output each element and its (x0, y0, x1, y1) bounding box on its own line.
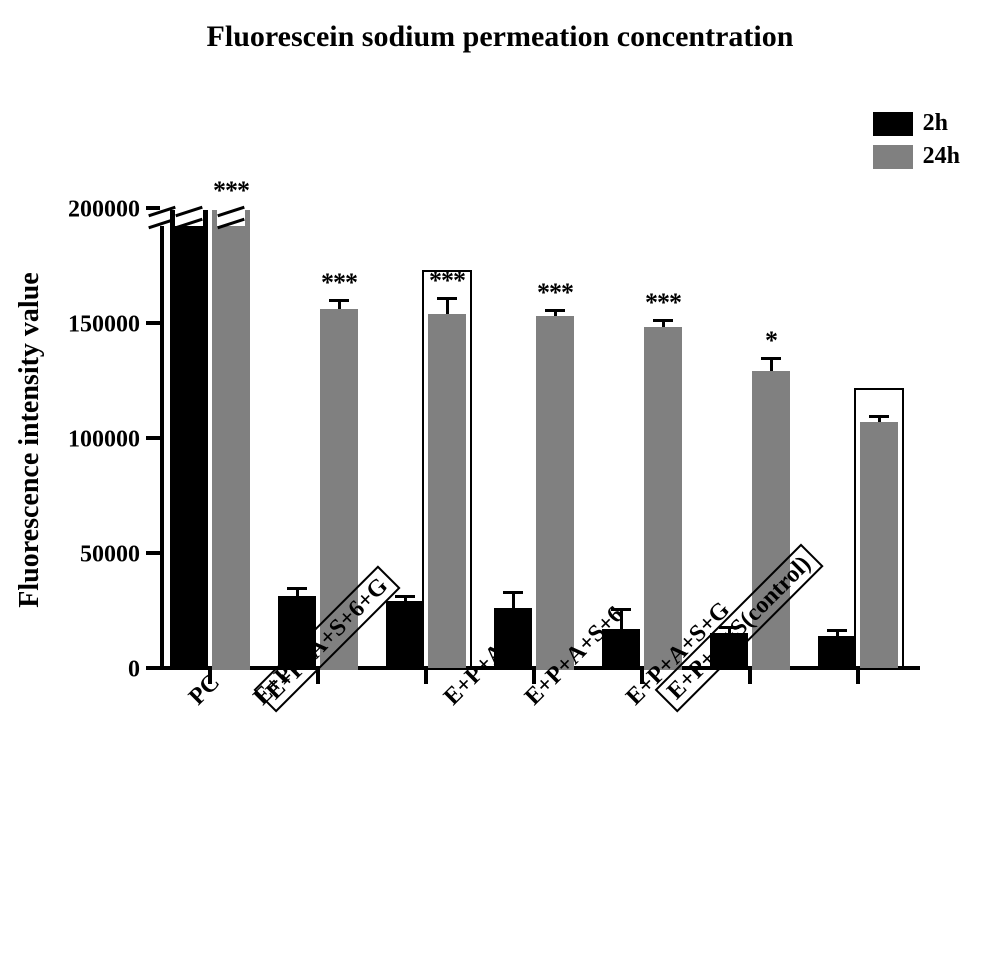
errorbar-cap (329, 299, 349, 302)
errorbar-stem (512, 594, 515, 608)
significance-label: * (765, 326, 777, 356)
errorbar-cap (395, 595, 415, 598)
legend-swatch-24h (873, 145, 913, 169)
errorbar-cap (761, 357, 781, 360)
legend: 2h 24h (873, 110, 960, 176)
bar-2h (386, 601, 424, 670)
significance-label: *** (645, 288, 681, 318)
errorbar-cap (653, 319, 673, 322)
significance-label: *** (429, 266, 465, 296)
y-tick-label: 200000 (68, 197, 140, 224)
errorbar-stem (296, 590, 299, 597)
x-tick (316, 670, 320, 684)
y-axis-label: Fluorescence intensity value (14, 272, 46, 607)
bar-2h (494, 608, 532, 670)
errorbar-stem (446, 300, 449, 314)
significance-label: *** (537, 278, 573, 308)
plot-area: 050000100000150000200000PC***E+P+A***E+P… (160, 210, 920, 670)
errorbar-cap (611, 608, 631, 611)
y-tick (146, 436, 160, 440)
errorbar-stem (620, 611, 623, 628)
bar-24h (536, 316, 574, 670)
x-tick (856, 670, 860, 684)
errorbar-stem (836, 632, 839, 635)
y-tick-label: 50000 (80, 542, 140, 569)
errorbar-stem (662, 322, 665, 328)
legend-label-2h: 2h (923, 110, 948, 137)
y-tick-label: 100000 (68, 427, 140, 454)
errorbar-cap (545, 309, 565, 312)
x-tick (424, 670, 428, 684)
errorbar-stem (554, 312, 557, 315)
errorbar-stem (770, 360, 773, 372)
bar-24h (644, 327, 682, 670)
chart-title: Fluorescein sodium permeation concentrat… (0, 20, 1000, 54)
legend-swatch-2h (873, 112, 913, 136)
y-tick-label: 150000 (68, 312, 140, 339)
legend-label-24h: 24h (923, 143, 960, 170)
significance-label: *** (213, 176, 249, 206)
bar-24h (860, 422, 898, 670)
errorbar-cap (827, 629, 847, 632)
errorbar-cap (503, 591, 523, 594)
bar-break (175, 204, 203, 232)
legend-item-24h: 24h (873, 143, 960, 170)
bar-2h (602, 629, 640, 670)
bar-break (217, 204, 245, 232)
significance-label: *** (321, 268, 357, 298)
y-tick (146, 666, 160, 670)
y-axis (160, 210, 164, 670)
x-tick (748, 670, 752, 684)
errorbar-cap (287, 587, 307, 590)
errorbar-cap (869, 415, 889, 418)
legend-item-2h: 2h (873, 110, 960, 137)
bar-2h (818, 636, 856, 671)
y-tick-label: 0 (128, 657, 140, 684)
y-tick (146, 551, 160, 555)
errorbar-stem (404, 598, 407, 601)
errorbar-stem (338, 302, 341, 309)
y-tick (146, 321, 160, 325)
errorbar-cap (437, 297, 457, 300)
x-category-label: PC (184, 669, 226, 711)
bar-24h (212, 210, 250, 670)
errorbar-stem (878, 418, 881, 421)
bar-24h (428, 314, 466, 671)
chart-canvas: Fluorescein sodium permeation concentrat… (0, 0, 1000, 971)
bar-2h (170, 210, 208, 670)
